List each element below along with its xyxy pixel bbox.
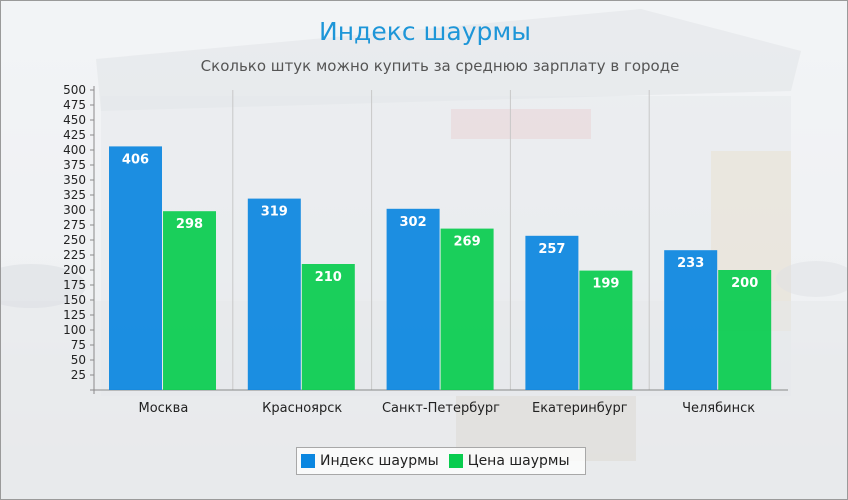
legend-item-price: Цена шаурмы xyxy=(448,453,570,469)
legend-label-index: Индекс шаурмы xyxy=(320,453,439,469)
y-tick-label: 400 xyxy=(63,143,86,157)
data-label: 269 xyxy=(454,235,481,250)
x-tick-label: Москва xyxy=(138,401,188,416)
y-tick-label: 450 xyxy=(63,113,86,127)
data-label: 257 xyxy=(538,242,565,257)
x-tick-label: Челябинск xyxy=(682,401,755,416)
data-label: 298 xyxy=(176,217,203,232)
y-tick-label: 150 xyxy=(63,293,86,307)
legend-item-index: Индекс шаурмы xyxy=(301,453,439,469)
bar-chart: 2550751001251501752002252502753003253503… xyxy=(63,83,788,416)
y-tick-label: 425 xyxy=(63,128,86,142)
bar xyxy=(718,270,772,390)
bar xyxy=(664,250,718,390)
bar xyxy=(163,211,216,390)
legend-swatch-price xyxy=(448,454,463,468)
chart-subtitle: Сколько штук можно купить за среднюю зар… xyxy=(200,57,680,75)
y-tick-label: 325 xyxy=(63,188,86,202)
y-tick-label: 275 xyxy=(63,218,86,232)
legend: Индекс шаурмы Цена шаурмы xyxy=(296,447,586,475)
x-tick-label: Красноярск xyxy=(262,401,342,416)
data-label: 200 xyxy=(731,276,758,291)
bar xyxy=(386,208,440,390)
y-tick-label: 250 xyxy=(63,233,86,247)
bar xyxy=(440,228,494,390)
y-tick-label: 475 xyxy=(63,98,86,112)
data-label: 233 xyxy=(677,256,704,271)
data-label: 210 xyxy=(315,270,342,285)
bar xyxy=(109,146,162,390)
x-tick-label: Екатеринбург xyxy=(532,401,628,416)
bar xyxy=(247,198,301,390)
data-label: 406 xyxy=(122,152,149,167)
y-tick-label: 300 xyxy=(63,203,86,217)
data-label: 302 xyxy=(400,215,427,230)
y-tick-label: 50 xyxy=(71,353,86,367)
y-tick-label: 500 xyxy=(63,83,86,97)
y-tick-label: 375 xyxy=(63,158,86,172)
y-tick-label: 225 xyxy=(63,248,86,262)
bar xyxy=(301,264,355,390)
x-tick-label: Санкт-Петербург xyxy=(382,401,500,416)
y-tick-label: 200 xyxy=(63,263,86,277)
bar xyxy=(525,235,579,390)
data-label: 199 xyxy=(592,277,619,292)
y-tick-label: 175 xyxy=(63,278,86,292)
y-tick-label: 100 xyxy=(63,323,86,337)
legend-label-price: Цена шаурмы xyxy=(467,453,570,469)
y-tick-label: 25 xyxy=(71,368,86,382)
legend-swatch-index xyxy=(301,454,315,468)
y-tick-label: 75 xyxy=(71,338,86,352)
y-tick-label: 125 xyxy=(63,308,86,322)
data-label: 319 xyxy=(261,205,288,220)
y-tick-label: 350 xyxy=(63,173,86,187)
chart-title: Индекс шаурмы xyxy=(319,17,531,46)
bar xyxy=(579,270,633,390)
